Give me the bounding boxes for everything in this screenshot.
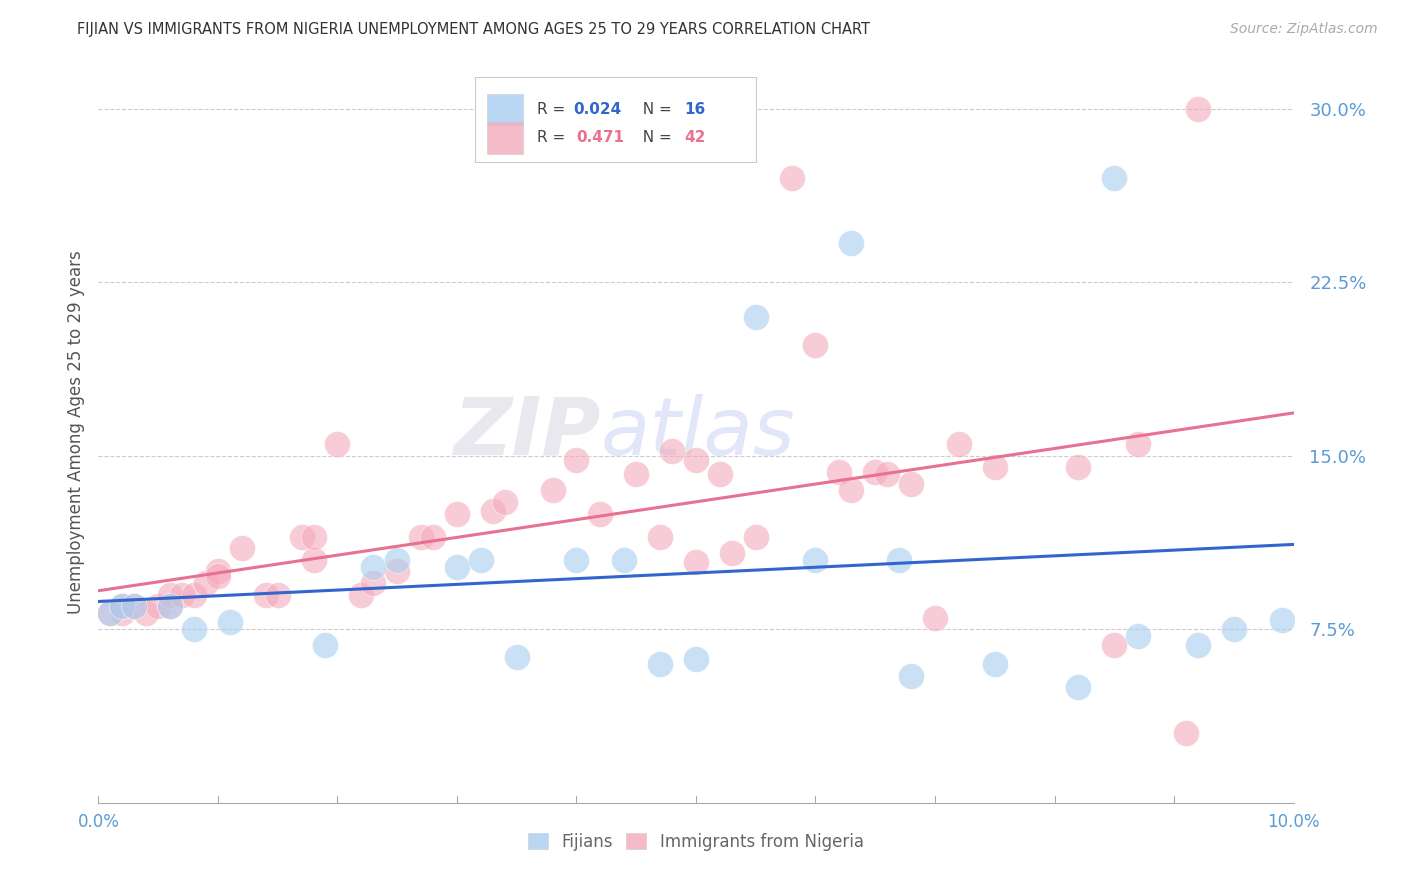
Point (984, 460, 1007, 475)
Point (924, 610, 946, 624)
Point (889, 553, 911, 567)
Point (207, 569, 229, 583)
Point (804, 337, 827, 351)
Point (685, 652, 707, 666)
Point (709, 467, 731, 482)
Point (1104, 639, 1126, 653)
Point (446, 507, 468, 521)
Point (254, 588, 277, 602)
Point (541, 483, 564, 498)
Point (494, 495, 516, 509)
Point (828, 465, 851, 479)
Point (900, 668, 922, 682)
Point (315, 639, 337, 653)
Point (159, 588, 181, 602)
Point (159, 599, 181, 614)
Point (470, 553, 492, 567)
Point (1187, 102, 1209, 116)
Point (302, 553, 325, 567)
Point (1067, 460, 1090, 475)
Point (626, 467, 648, 482)
Point (506, 650, 529, 665)
Text: ZIP: ZIP (453, 393, 600, 472)
Point (650, 530, 672, 544)
Point (411, 530, 433, 544)
Point (685, 453, 707, 467)
Point (745, 310, 768, 324)
Point (780, 171, 803, 186)
Point (482, 504, 505, 518)
Point (1175, 726, 1198, 740)
Point (1067, 680, 1090, 694)
Text: N =: N = (633, 103, 676, 118)
Point (422, 530, 444, 544)
FancyBboxPatch shape (486, 122, 523, 153)
Point (207, 565, 229, 579)
Point (326, 437, 349, 451)
Point (1223, 622, 1246, 636)
Point (302, 530, 325, 544)
Point (267, 588, 290, 602)
Point (841, 235, 863, 250)
Point (172, 588, 194, 602)
Legend: Fijians, Immigrants from Nigeria: Fijians, Immigrants from Nigeria (522, 826, 870, 857)
Point (350, 588, 373, 602)
Point (900, 476, 922, 491)
Point (948, 437, 970, 451)
Point (565, 453, 588, 467)
Text: R =: R = (537, 103, 571, 118)
Point (98, 606, 122, 620)
Point (124, 599, 146, 614)
Text: N =: N = (633, 130, 676, 145)
Point (385, 553, 409, 567)
Point (876, 467, 898, 482)
Point (745, 530, 768, 544)
FancyBboxPatch shape (475, 78, 756, 162)
Point (148, 599, 170, 614)
Point (1104, 171, 1126, 186)
Text: 42: 42 (685, 130, 706, 145)
Point (446, 559, 468, 574)
Text: R =: R = (537, 130, 575, 145)
Point (219, 615, 242, 630)
Point (385, 565, 409, 579)
Point (565, 553, 588, 567)
Point (865, 465, 887, 479)
FancyBboxPatch shape (486, 95, 523, 126)
Point (363, 576, 385, 591)
Point (231, 541, 253, 556)
Point (111, 606, 134, 620)
Point (1271, 613, 1294, 627)
Point (1187, 639, 1209, 653)
Point (984, 657, 1007, 671)
Y-axis label: Unemployment Among Ages 25 to 29 years: Unemployment Among Ages 25 to 29 years (66, 251, 84, 615)
Text: 0.471: 0.471 (576, 130, 624, 145)
Point (661, 444, 683, 458)
Point (291, 530, 314, 544)
Point (98, 606, 122, 620)
Text: atlas: atlas (600, 393, 796, 472)
Text: 0.024: 0.024 (572, 103, 621, 118)
Point (589, 507, 612, 521)
Point (183, 588, 205, 602)
Point (721, 546, 744, 560)
Point (1128, 629, 1150, 643)
Point (135, 606, 157, 620)
Point (183, 622, 205, 636)
Point (124, 599, 146, 614)
Point (363, 559, 385, 574)
Point (1128, 437, 1150, 451)
Point (195, 576, 218, 591)
Point (804, 553, 827, 567)
Point (111, 599, 134, 614)
Point (111, 599, 134, 614)
Point (841, 483, 863, 498)
Point (685, 555, 707, 569)
Point (159, 599, 181, 614)
Text: FIJIAN VS IMMIGRANTS FROM NIGERIA UNEMPLOYMENT AMONG AGES 25 TO 29 YEARS CORRELA: FIJIAN VS IMMIGRANTS FROM NIGERIA UNEMPL… (77, 22, 870, 37)
Text: Source: ZipAtlas.com: Source: ZipAtlas.com (1230, 22, 1378, 37)
Point (650, 657, 672, 671)
Point (613, 553, 636, 567)
Text: 16: 16 (685, 103, 706, 118)
